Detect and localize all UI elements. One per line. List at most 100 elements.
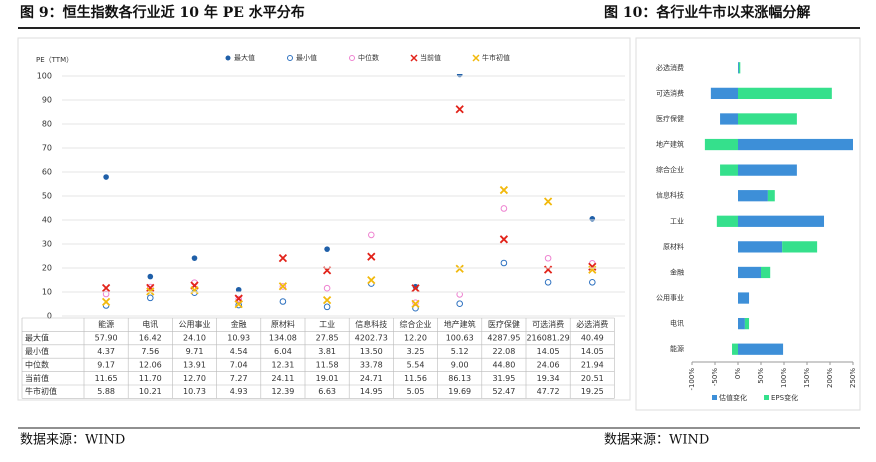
table-value: 100.63 (446, 334, 474, 343)
x-marker (455, 264, 464, 273)
legend-label: 最大值 (234, 53, 255, 62)
y-tick-label: 30 (42, 240, 52, 249)
legend-label: 估值变化 (719, 393, 747, 402)
x-marker (278, 253, 288, 263)
x-marker (499, 185, 509, 195)
table-value: 12.39 (271, 387, 294, 396)
open-dot (412, 299, 419, 307)
open-dot (147, 294, 154, 302)
max-dot (147, 273, 154, 280)
x-marker (101, 297, 111, 307)
y-tick-label: 40 (42, 216, 52, 225)
legend-swatch (712, 395, 717, 400)
x-tick-label: 150% (803, 368, 811, 388)
table-value: 86.13 (448, 374, 471, 383)
table-value: 6.63 (318, 387, 336, 396)
x-tick-label: 公用事业 (179, 319, 211, 329)
table-value: 31.95 (492, 374, 515, 383)
bar-segment (732, 343, 738, 355)
legend-marker (472, 54, 480, 62)
open-dot (323, 303, 331, 311)
left-source: 数据来源：WIND (20, 433, 125, 448)
row-label: 中位数 (25, 359, 49, 369)
y-tick-label: 电讯 (670, 319, 684, 328)
x-marker (190, 286, 199, 295)
table-value: 7.27 (230, 374, 248, 383)
table-value: 9.71 (186, 347, 204, 356)
bar-segment (738, 62, 741, 74)
y-tick-label: 信息科技 (656, 191, 684, 200)
table-value: 11.70 (139, 374, 162, 383)
table-value: 134.08 (269, 334, 297, 343)
open-dot (323, 284, 331, 292)
table-value: 5.54 (407, 360, 425, 369)
open-dot (544, 254, 552, 262)
bar-segment (716, 215, 738, 227)
left-title: 图 9：恒生指数各行业近 10 年 PE 水平分布 (20, 4, 305, 21)
table-value: 24.71 (360, 374, 383, 383)
table-value: 4202.73 (355, 334, 388, 343)
bar-segment (738, 62, 739, 74)
x-tick-label: 可选消费 (532, 319, 564, 329)
table-value: 3.81 (318, 347, 336, 356)
bar-segment (738, 241, 783, 253)
table-value: 7.04 (230, 360, 248, 369)
table-value: 9.00 (451, 360, 469, 369)
bar-segment (767, 190, 775, 202)
x-marker (146, 287, 155, 296)
table-value: 12.20 (404, 334, 427, 343)
open-dot (279, 298, 287, 305)
x-marker (411, 284, 420, 293)
table-value: 5.88 (97, 387, 115, 396)
legend-swatch (764, 395, 769, 400)
y-tick-label: 20 (42, 264, 52, 273)
y-axis-label: PE（TTM） (36, 56, 73, 64)
y-tick-label: 综合企业 (656, 165, 684, 174)
bar-segment (720, 113, 738, 125)
y-tick-label: 90 (42, 96, 52, 105)
table-value: 4287.95 (487, 334, 520, 343)
x-tick-label: 综合企业 (400, 319, 432, 329)
open-dot (279, 283, 287, 290)
x-marker (455, 105, 464, 114)
x-marker (588, 262, 597, 271)
x-marker (278, 282, 288, 291)
bar-segment (738, 266, 761, 279)
table-value: 21.94 (581, 360, 604, 369)
table-value: 24.10 (183, 334, 206, 343)
x-marker (234, 300, 243, 309)
x-tick-label: 必选消费 (576, 319, 608, 329)
table-value: 44.80 (492, 360, 515, 369)
bar-segment (738, 138, 853, 151)
max-dot (589, 216, 596, 222)
open-dot (102, 290, 110, 298)
x-tick-label: 250% (849, 368, 857, 388)
bar-segment (738, 215, 825, 227)
bar-segment (738, 87, 832, 100)
bar-segment (761, 266, 771, 279)
table-value: 11.65 (95, 374, 118, 383)
y-tick-label: 金融 (670, 267, 684, 276)
legend-label: 牛市初值 (482, 53, 510, 62)
y-tick-label: 能源 (670, 344, 684, 353)
row-label: 最大值 (25, 333, 49, 343)
bar-segment (720, 164, 738, 176)
x-tick-label: 原材料 (271, 319, 295, 329)
legend-marker (410, 54, 418, 62)
row-label: 牛市初值 (25, 386, 57, 396)
x-tick-label: 工业 (319, 319, 335, 329)
table-value: 27.85 (316, 334, 339, 343)
table-value: 47.72 (537, 387, 560, 396)
plot-area (101, 74, 597, 312)
bar-segment (738, 113, 797, 125)
x-marker (101, 283, 111, 293)
table-value: 3.25 (407, 347, 425, 356)
bar-segment (710, 87, 738, 100)
x-tick-label: 电讯 (142, 319, 158, 329)
x-tick-label: -50% (711, 368, 719, 386)
legend-marker (225, 55, 231, 61)
table-value: 12.70 (183, 374, 206, 383)
table-value: 13.91 (183, 360, 206, 369)
open-dot (589, 278, 596, 286)
bar-segment (738, 317, 745, 330)
